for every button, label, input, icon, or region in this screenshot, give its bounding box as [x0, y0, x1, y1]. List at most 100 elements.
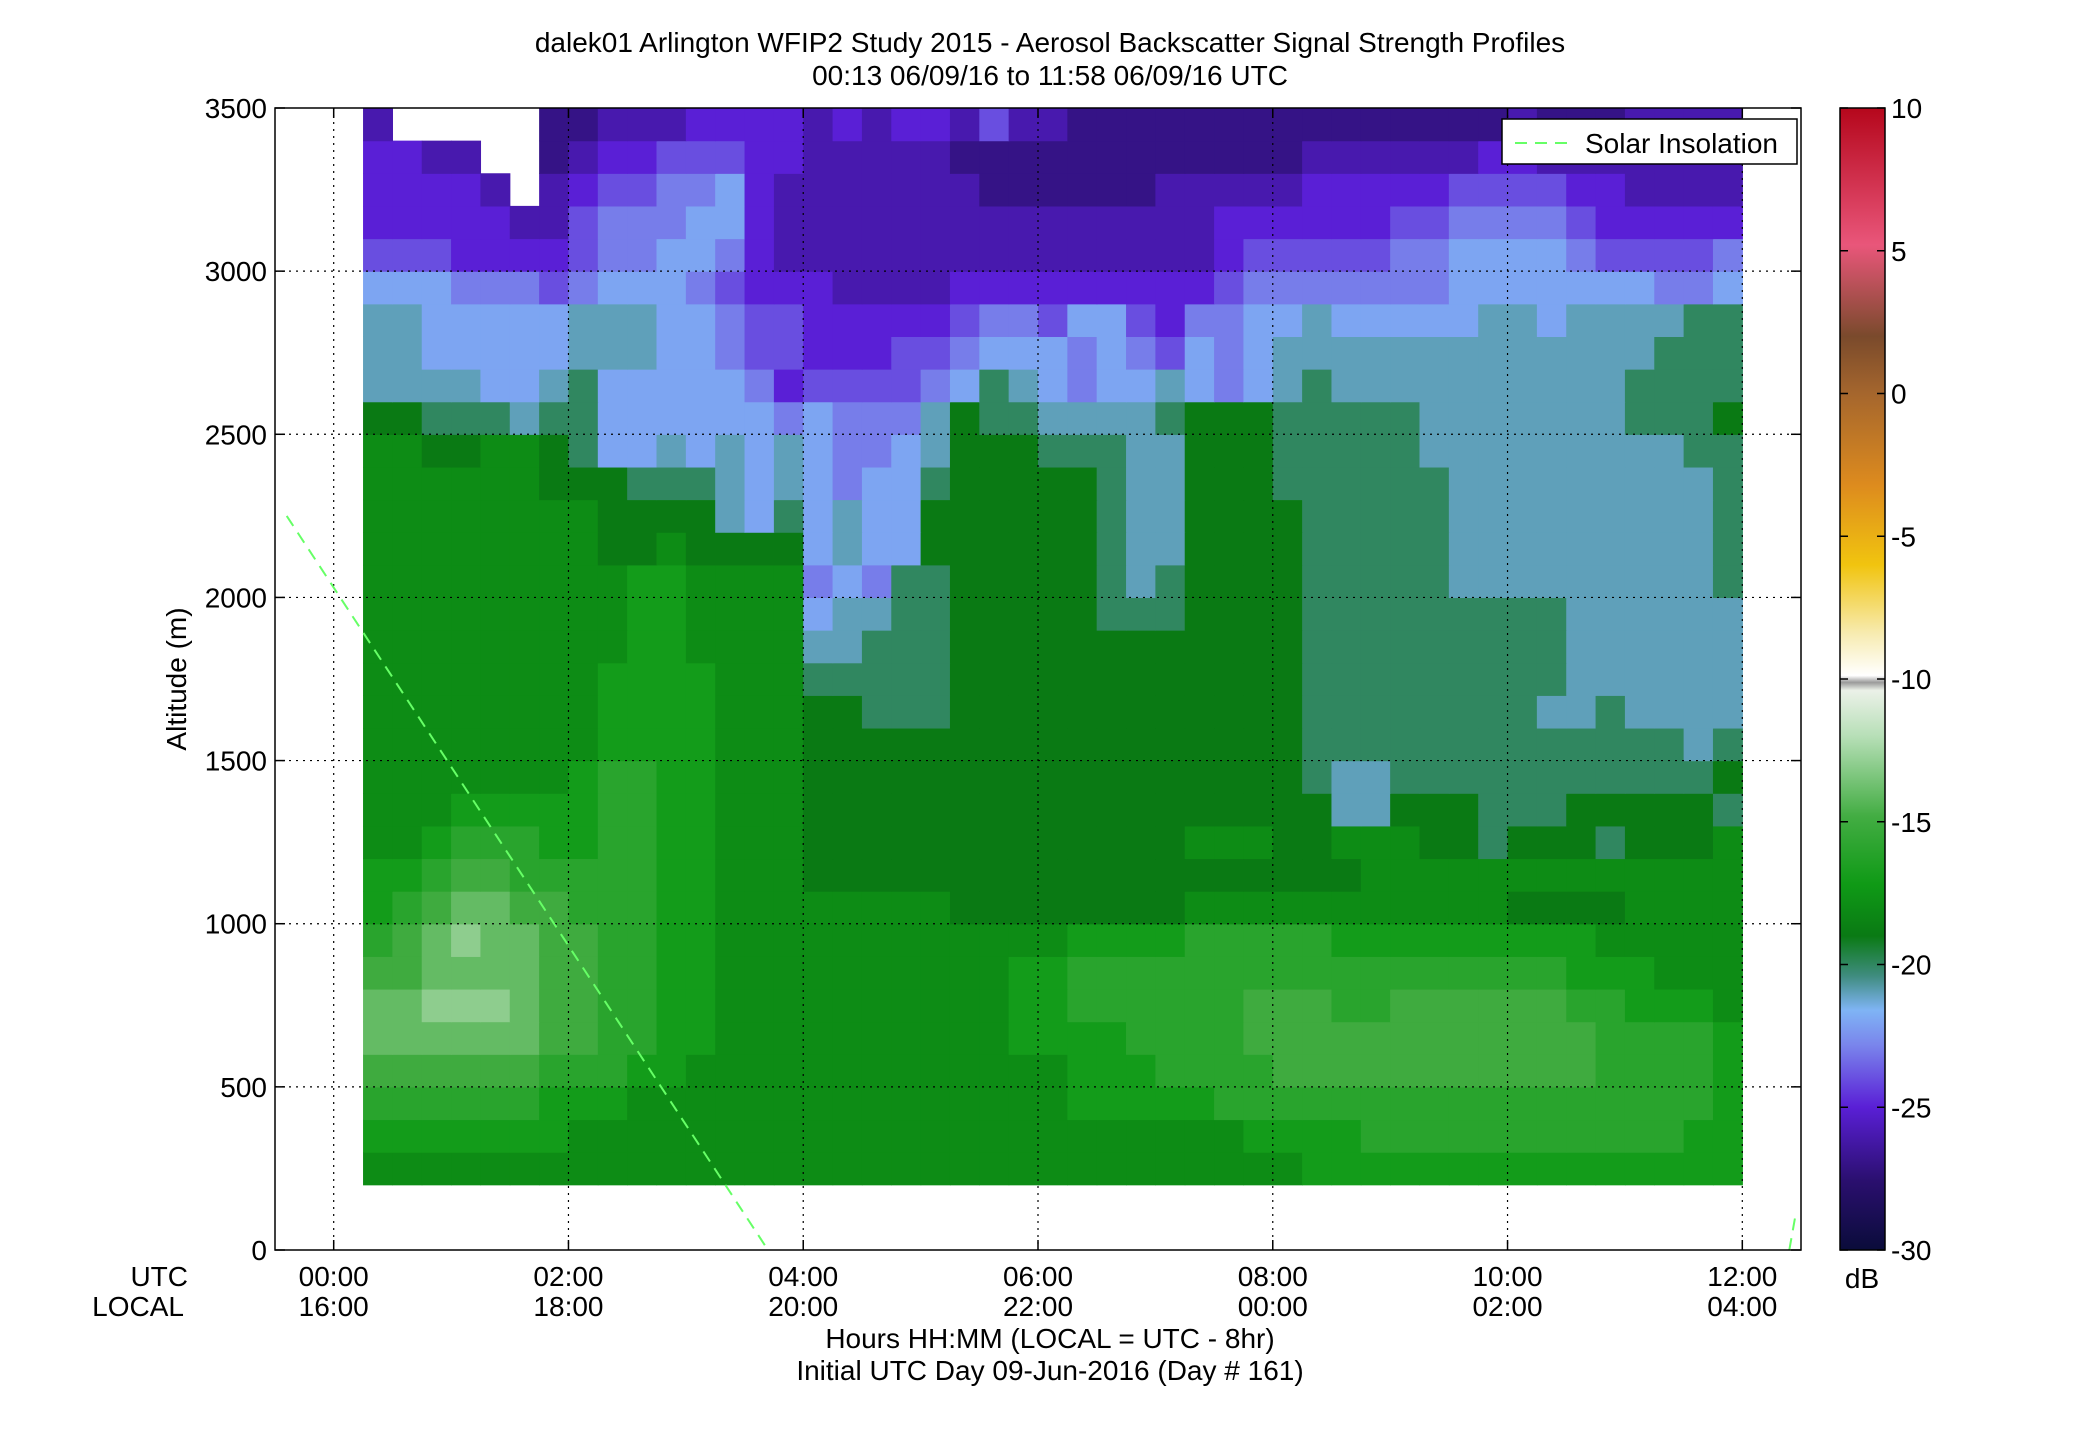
- heatmap-cell: [1067, 858, 1098, 892]
- heatmap-cell: [773, 140, 804, 174]
- heatmap-cell: [1126, 173, 1156, 207]
- heatmap-cell: [1184, 727, 1215, 762]
- heatmap-cell: [480, 727, 511, 762]
- heatmap-cell: [392, 1021, 423, 1055]
- heatmap-cell: [979, 695, 1010, 729]
- heatmap-cell: [861, 825, 892, 860]
- heatmap-cell: [1478, 630, 1509, 664]
- heatmap-cell: [1595, 956, 1626, 990]
- heatmap-cell: [1184, 825, 1215, 860]
- heatmap-cell: [1331, 369, 1362, 403]
- heatmap-cell: [979, 108, 1010, 142]
- heatmap-cell: [1272, 956, 1303, 990]
- heatmap-cell: [1272, 108, 1303, 142]
- heatmap-cell: [1067, 532, 1098, 566]
- heatmap-cell: [715, 205, 746, 240]
- heatmap-cell: [363, 858, 393, 892]
- heatmap-cell: [1214, 401, 1245, 435]
- heatmap-cell: [1624, 923, 1655, 957]
- heatmap-cell: [1096, 727, 1127, 762]
- heatmap-cell: [509, 923, 540, 957]
- heatmap-cell: [1302, 271, 1333, 305]
- heatmap-cell: [744, 434, 775, 468]
- heatmap-cell: [1507, 956, 1538, 990]
- heatmap-cell: [1390, 564, 1421, 599]
- heatmap-cell: [1302, 793, 1333, 827]
- heatmap-cell: [979, 1152, 1010, 1186]
- heatmap-cell: [656, 760, 687, 794]
- heatmap-cell: [920, 695, 951, 729]
- heatmap-cell: [451, 1152, 482, 1186]
- heatmap-cell: [1067, 1054, 1098, 1088]
- heatmap-cell: [1478, 336, 1509, 370]
- heatmap-cell: [1038, 793, 1068, 827]
- heatmap-cell: [773, 369, 804, 403]
- heatmap-cell: [920, 923, 951, 957]
- heatmap-cell: [891, 1054, 922, 1088]
- heatmap-cell: [1067, 434, 1098, 468]
- heatmap-cell: [891, 1119, 922, 1153]
- heatmap-cell: [1507, 891, 1538, 925]
- heatmap-cell: [363, 630, 393, 664]
- heatmap-cell: [1360, 695, 1391, 729]
- heatmap-cell: [539, 695, 570, 729]
- heatmap-cell: [1302, 956, 1333, 990]
- heatmap-cell: [685, 858, 716, 892]
- heatmap-cell: [1008, 858, 1039, 892]
- heatmap-cell: [1390, 891, 1421, 925]
- heatmap-cell: [568, 630, 599, 664]
- heatmap-cell: [597, 140, 628, 174]
- heatmap-cell: [715, 1152, 746, 1186]
- heatmap-cell: [1536, 1054, 1567, 1088]
- heatmap-cell: [1536, 956, 1567, 990]
- heatmap-cell: [480, 1054, 511, 1088]
- heatmap-cell: [715, 303, 746, 337]
- heatmap-cell: [1654, 1152, 1685, 1186]
- heatmap-cell: [1008, 336, 1039, 370]
- heatmap-cell: [920, 173, 951, 207]
- heatmap-cell: [1038, 891, 1068, 925]
- heatmap-cell: [1302, 336, 1333, 370]
- heatmap-cell: [1155, 630, 1186, 664]
- heatmap-cell: [744, 760, 775, 794]
- heatmap-cell: [949, 727, 980, 762]
- heatmap-cell: [597, 238, 628, 272]
- heatmap-cell: [1243, 303, 1274, 337]
- y-axis-label: Altitude (m): [161, 607, 192, 750]
- heatmap-cell: [1390, 238, 1421, 272]
- heatmap-cell: [1214, 597, 1245, 631]
- heatmap-cell: [773, 205, 804, 240]
- heatmap-cell: [656, 825, 687, 860]
- heatmap-cell: [1507, 1119, 1538, 1153]
- heatmap-cell: [1683, 303, 1714, 337]
- heatmap-cell: [656, 205, 687, 240]
- heatmap-cell: [1507, 695, 1538, 729]
- heatmap-cell: [1243, 1086, 1274, 1121]
- heatmap-cell: [1038, 825, 1068, 860]
- heatmap-cell: [1595, 434, 1626, 468]
- heatmap-cell: [715, 760, 746, 794]
- heatmap-cell: [1331, 401, 1362, 435]
- heatmap-cell: [1302, 108, 1333, 109]
- heatmap-cell: [744, 173, 775, 207]
- heatmap-cell: [861, 499, 892, 533]
- heatmap-cell: [1331, 825, 1362, 860]
- heatmap-cell: [1184, 793, 1215, 827]
- heatmap-cell: [920, 271, 951, 305]
- heatmap-cell: [1331, 238, 1362, 272]
- heatmap-cell: [421, 564, 452, 599]
- heatmap-cell: [1038, 238, 1068, 272]
- heatmap-cell: [1507, 532, 1538, 566]
- heatmap-cell: [1712, 434, 1743, 468]
- heatmap-cell: [685, 1152, 716, 1186]
- heatmap-cell: [656, 108, 687, 109]
- heatmap-cell: [1654, 630, 1685, 664]
- heatmap-cell: [1624, 303, 1655, 337]
- heatmap-cell: [363, 1152, 393, 1186]
- heatmap-cell: [1067, 760, 1098, 794]
- heatmap-cell: [1390, 760, 1421, 794]
- heatmap-cell: [392, 760, 423, 794]
- heatmap-cell: [509, 1021, 540, 1055]
- heatmap-cell: [1184, 630, 1215, 664]
- heatmap-cell: [1360, 988, 1391, 1023]
